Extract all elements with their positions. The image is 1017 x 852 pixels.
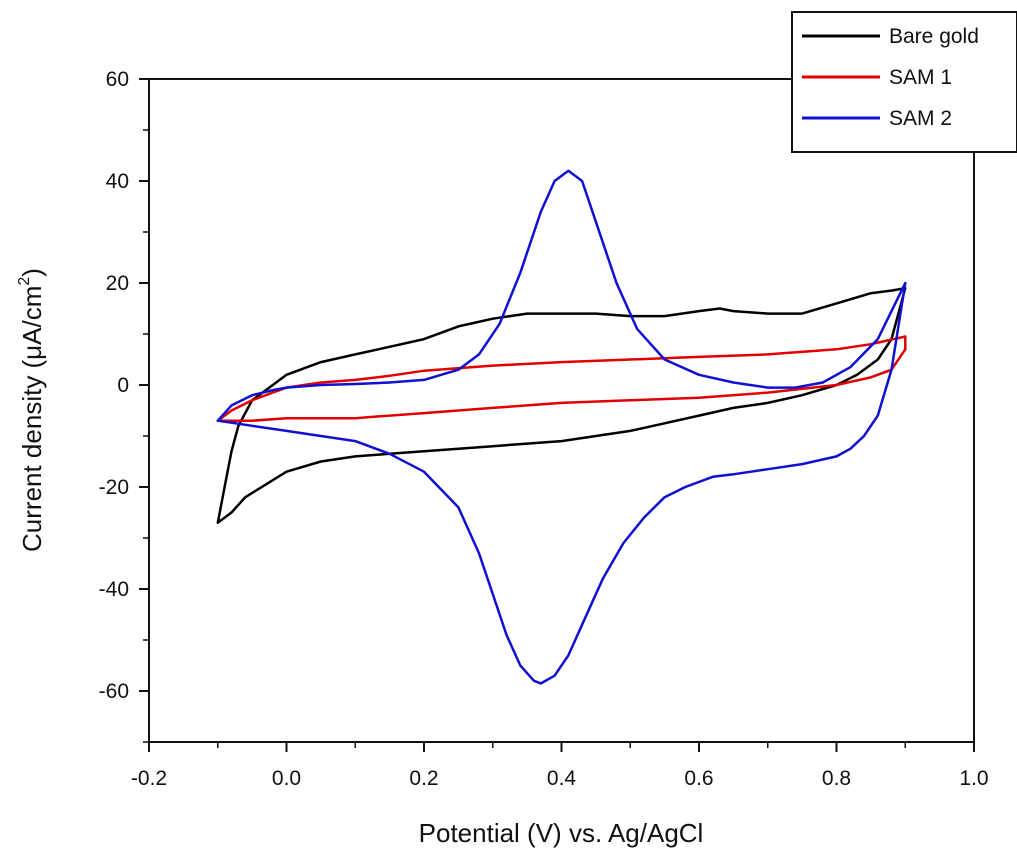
x-tick-label: 0.2	[409, 767, 438, 790]
legend: Bare gold SAM 1 SAM 2	[791, 11, 1017, 153]
y-tick-label: -40	[99, 578, 129, 601]
series-line-sam-2	[216, 169, 907, 685]
y-axis-ticks: -60 -40 -20 0 20 40 60	[99, 68, 149, 743]
x-tick-label: 0.0	[272, 767, 301, 790]
y-tick-label: 20	[106, 272, 129, 295]
y-tick-label: -60	[99, 680, 129, 703]
y-tick-label: 60	[106, 68, 129, 91]
x-axis-ticks: -0.2 0.0 0.2 0.4 0.6 0.8 1.0	[131, 742, 989, 790]
series-line-sam-1	[216, 335, 907, 422]
plot-area-frame	[148, 78, 975, 743]
series-layer	[216, 169, 907, 685]
x-tick-label: 0.8	[822, 767, 851, 790]
y-axis-title-suffix: )	[17, 268, 47, 277]
x-axis-title: Potential (V) vs. Ag/AgCl	[419, 818, 704, 848]
y-tick-label: -20	[99, 476, 129, 499]
x-tick-label: 0.4	[547, 767, 577, 790]
x-tick-label: 1.0	[959, 767, 988, 790]
y-axis-title-mu: μ	[17, 345, 47, 360]
x-tick-label: 0.6	[684, 767, 713, 790]
legend-label-sam-2: SAM 2	[889, 107, 952, 130]
y-axis-title-sup: 2	[16, 277, 33, 286]
y-axis-title-mid: A/cm	[17, 286, 47, 345]
legend-label-sam-1: SAM 1	[889, 66, 952, 89]
legend-label-bare-gold: Bare gold	[889, 25, 979, 48]
y-axis-title-prefix: Current density (	[17, 359, 47, 552]
y-tick-label: 40	[106, 170, 129, 193]
x-tick-label: -0.2	[131, 767, 167, 790]
y-tick-label: 0	[117, 374, 129, 397]
y-axis-title: Current density (μA/cm2)	[16, 268, 47, 552]
series-line-bare-gold	[216, 286, 907, 524]
